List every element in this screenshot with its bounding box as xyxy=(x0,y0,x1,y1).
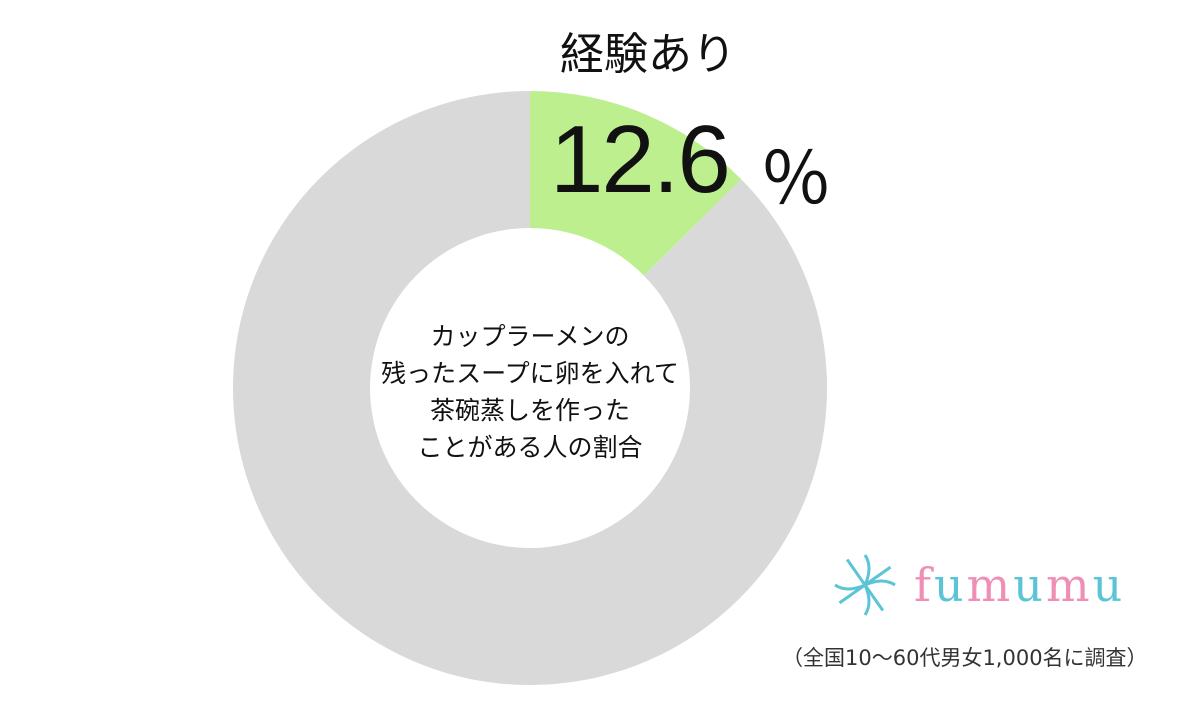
slice-label: 経験あり xyxy=(560,29,736,80)
logo-letter: m xyxy=(1045,558,1093,612)
center-line: カップラーメンの xyxy=(430,322,630,351)
donut-slice-1 xyxy=(232,91,827,685)
logo-wordmark: fumumu xyxy=(914,558,1125,612)
logo-letter: u xyxy=(1013,558,1046,612)
logo-letter: u xyxy=(934,558,967,612)
logo-letter: f xyxy=(914,558,935,612)
logo-letter: u xyxy=(1092,558,1126,612)
slice-unit: ％ xyxy=(760,137,833,221)
donut-slice-0 xyxy=(530,91,742,276)
center-line: 残ったスープに卵を入れて xyxy=(381,359,679,388)
center-line: ことがある人の割合 xyxy=(417,433,643,462)
flower-logo-icon xyxy=(834,554,896,616)
fumumu-logo: fumumu xyxy=(830,550,1125,620)
survey-note: （全国10〜60代男女1,000名に調査） xyxy=(782,646,1148,670)
logo-letter: m xyxy=(966,558,1014,612)
center-line: 茶碗蒸しを作った xyxy=(429,396,630,425)
slice-value: 12.6 xyxy=(550,106,731,213)
center-text: カップラーメンの 残ったスープに卵を入れて 茶碗蒸しを作った ことがある人の割合 xyxy=(380,318,680,466)
